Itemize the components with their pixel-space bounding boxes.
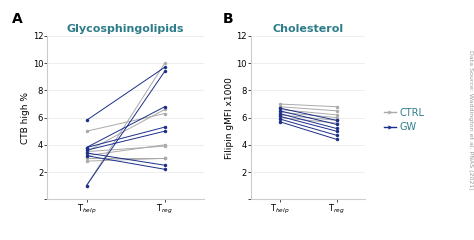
Text: A: A [12, 12, 23, 26]
Title: Cholesterol: Cholesterol [273, 24, 344, 34]
Text: Data Source: Waddington et al. PNAS (2021): Data Source: Waddington et al. PNAS (202… [468, 50, 473, 190]
Title: Glycosphingolipids: Glycosphingolipids [67, 24, 184, 34]
Y-axis label: CTB high %: CTB high % [21, 92, 30, 144]
Y-axis label: Filipin gMFI x1000: Filipin gMFI x1000 [225, 77, 234, 159]
Text: B: B [223, 12, 233, 26]
Legend: CTRL, GW: CTRL, GW [384, 108, 425, 132]
